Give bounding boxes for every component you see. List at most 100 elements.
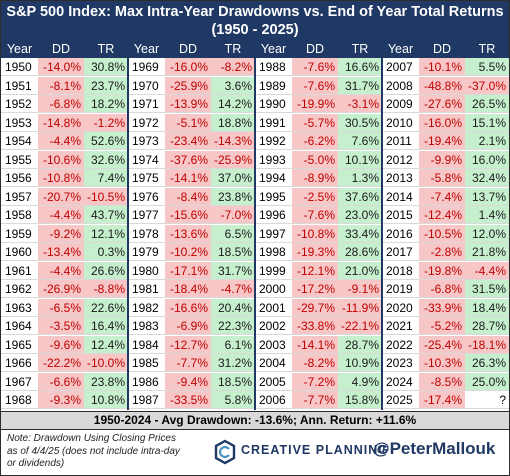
year-cell: 2010 [382, 114, 419, 132]
total-return-cell: 18.5% [211, 243, 255, 261]
column-header-dd: DD [51, 42, 71, 56]
year-cell: 1964 [1, 317, 38, 335]
year-cell: 1999 [255, 262, 292, 280]
total-return-cell: 52.6% [84, 132, 128, 150]
total-return-cell: 22.6% [84, 299, 128, 317]
column-header-year: Year [6, 42, 33, 56]
total-return-cell: 2.1% [465, 132, 509, 150]
year-cell: 1978 [128, 225, 165, 243]
drawdown-cell: -7.6% [292, 206, 338, 224]
year-cell: 1987 [128, 391, 165, 409]
drawdown-cell: -14.0% [38, 58, 84, 76]
total-return-cell: -14.3% [211, 132, 255, 150]
total-return-cell: 32.6% [84, 151, 128, 169]
total-return-cell: 6.5% [211, 225, 255, 243]
total-return-cell: 26.5% [465, 95, 509, 113]
drawdown-cell: -10.2% [165, 243, 211, 261]
drawdown-cell: -8.9% [292, 169, 338, 187]
drawdown-cell: -16.6% [165, 299, 211, 317]
year-cell: 1952 [1, 95, 38, 113]
year-cell: 1982 [128, 299, 165, 317]
column-header-tr: TR [351, 42, 369, 56]
year-cell: 2022 [382, 336, 419, 354]
total-return-cell: 7.6% [338, 132, 382, 150]
drawdown-cell: -17.2% [292, 280, 338, 298]
drawdown-cell: -48.8% [419, 77, 465, 95]
total-return-cell: 30.5% [338, 114, 382, 132]
year-cell: 1956 [1, 169, 38, 187]
total-return-cell: 18.2% [84, 95, 128, 113]
year-cell: 2006 [255, 391, 292, 409]
drawdown-cell: -9.6% [38, 336, 84, 354]
year-cell: 1969 [128, 58, 165, 76]
year-cell: 2025 [382, 391, 419, 409]
total-return-cell: 12.1% [84, 225, 128, 243]
year-cell: 1968 [1, 391, 38, 409]
drawdown-cell: -27.6% [419, 95, 465, 113]
drawdown-cell: -13.9% [165, 95, 211, 113]
drawdown-cell: -9.4% [165, 373, 211, 391]
drawdown-cell: -10.8% [292, 225, 338, 243]
drawdown-cell: -25.4% [419, 336, 465, 354]
total-return-cell: 21.8% [465, 243, 509, 261]
year-cell: 1989 [255, 77, 292, 95]
year-cell: 2014 [382, 188, 419, 206]
year-cell: 1971 [128, 95, 165, 113]
total-return-cell: 23.7% [84, 77, 128, 95]
total-return-cell: 33.4% [338, 225, 382, 243]
total-return-cell: 13.7% [465, 188, 509, 206]
year-cell: 1990 [255, 95, 292, 113]
total-return-cell: -8.2% [211, 58, 255, 76]
drawdown-cell: -13.4% [38, 243, 84, 261]
drawdown-cell: -10.3% [419, 354, 465, 372]
total-return-cell: 16.0% [465, 151, 509, 169]
column-header-dd: DD [178, 42, 198, 56]
drawdown-cell: -7.4% [419, 188, 465, 206]
drawdown-cell: -4.4% [38, 132, 84, 150]
summary-bar: 1950-2024 - Avg Drawdown: -13.6%; Ann. R… [1, 411, 509, 430]
year-cell: 2021 [382, 317, 419, 335]
total-return-cell: 21.0% [338, 262, 382, 280]
year-cell: 1981 [128, 280, 165, 298]
total-return-cell: 5.8% [211, 391, 255, 409]
total-return-cell: 5.5% [465, 58, 509, 76]
year-cell: 2001 [255, 299, 292, 317]
drawdown-cell: -10.5% [419, 225, 465, 243]
total-return-cell: -7.0% [211, 206, 255, 224]
total-return-cell: 28.6% [338, 243, 382, 261]
year-cell: 1953 [1, 114, 38, 132]
year-cell: 2016 [382, 225, 419, 243]
total-return-cell: 0.3% [84, 243, 128, 261]
total-return-cell: 15.8% [338, 391, 382, 409]
total-return-cell: -9.1% [338, 280, 382, 298]
total-return-cell: -37.0% [465, 77, 509, 95]
year-cell: 1997 [255, 225, 292, 243]
total-return-cell: -4.7% [211, 280, 255, 298]
total-return-cell: -25.9% [211, 151, 255, 169]
drawdown-cell: -6.8% [38, 95, 84, 113]
drawdown-cell: -14.8% [38, 114, 84, 132]
total-return-cell: 15.1% [465, 114, 509, 132]
total-return-cell: 14.2% [211, 95, 255, 113]
total-return-cell: 28.7% [465, 317, 509, 335]
year-cell: 1950 [1, 58, 38, 76]
year-cell: 1962 [1, 280, 38, 298]
drawdown-cell: -5.8% [419, 169, 465, 187]
year-cell: 2017 [382, 243, 419, 261]
year-cell: 2019 [382, 280, 419, 298]
drawdown-cell: -12.1% [292, 262, 338, 280]
year-cell: 2023 [382, 354, 419, 372]
creative-planning-logo-icon [214, 439, 236, 465]
year-cell: 2000 [255, 280, 292, 298]
drawdown-cell: -19.8% [419, 262, 465, 280]
total-return-cell: 1.4% [465, 206, 509, 224]
year-cell: 1955 [1, 151, 38, 169]
year-cell: 2011 [382, 132, 419, 150]
total-return-cell: 3.6% [211, 77, 255, 95]
total-return-cell: -10.0% [84, 354, 128, 372]
year-cell: 1984 [128, 336, 165, 354]
drawdown-cell: -3.5% [38, 317, 84, 335]
year-cell: 1958 [1, 206, 38, 224]
column-header-year: Year [260, 42, 287, 56]
drawdown-cell: -10.8% [38, 169, 84, 187]
